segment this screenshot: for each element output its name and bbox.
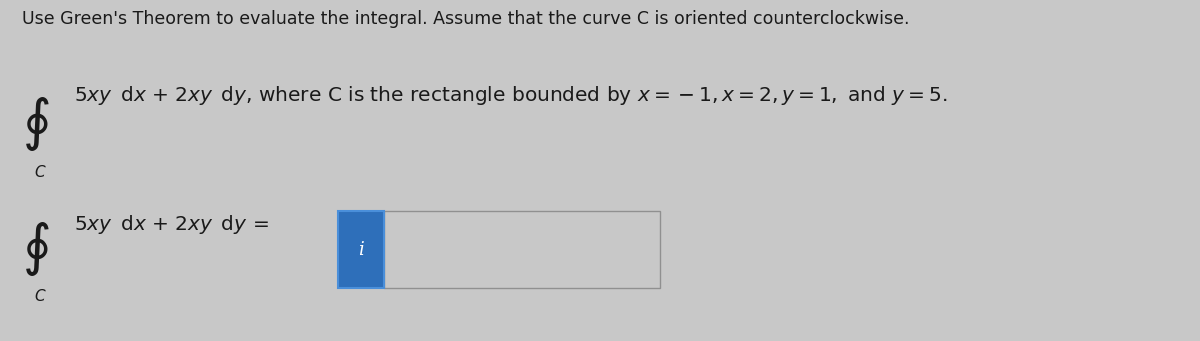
FancyBboxPatch shape bbox=[384, 211, 660, 288]
Text: 5$xy\,$ d$x$ + 2$xy\,$ d$y$ =: 5$xy\,$ d$x$ + 2$xy\,$ d$y$ = bbox=[74, 213, 269, 236]
FancyBboxPatch shape bbox=[338, 211, 384, 288]
Text: i: i bbox=[359, 241, 364, 259]
Text: $C$: $C$ bbox=[34, 164, 46, 180]
Text: $C$: $C$ bbox=[34, 288, 46, 304]
Text: $\oint$: $\oint$ bbox=[22, 220, 49, 278]
Text: $\oint$: $\oint$ bbox=[22, 95, 49, 153]
Text: 5$xy\,$ d$x$ + 2$xy\,$ d$y$, where C is the rectangle bounded by $x=-1, x=2, y=1: 5$xy\,$ d$x$ + 2$xy\,$ d$y$, where C is … bbox=[74, 84, 948, 106]
Text: Use Green's Theorem to evaluate the integral. Assume that the curve C is oriente: Use Green's Theorem to evaluate the inte… bbox=[22, 10, 910, 28]
